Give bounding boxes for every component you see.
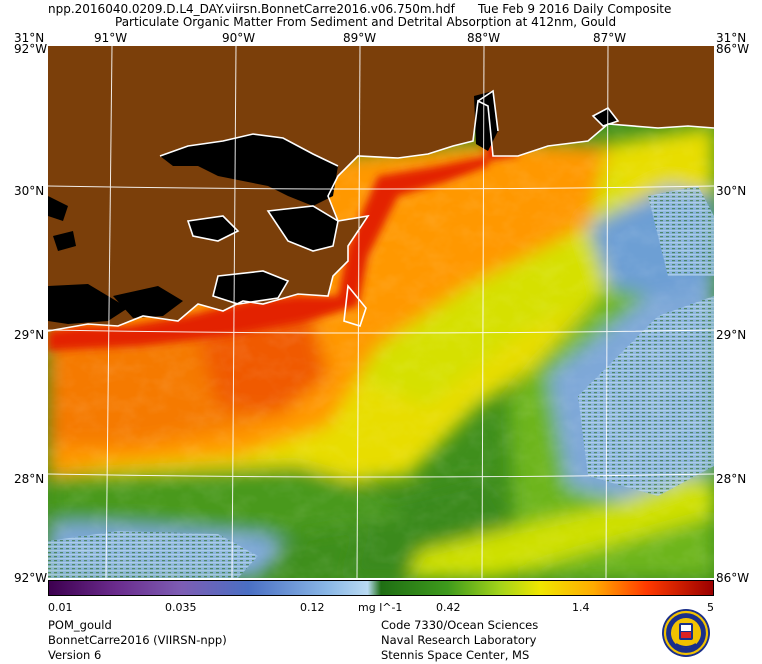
colorbar [48,580,714,596]
date-title: Tue Feb 9 2016 Daily Composite [478,2,672,16]
footer-left-line-1: POM_gould [48,618,112,632]
lat-label-left-30n: 30°N [14,184,45,198]
nrl-seal-icon [662,609,710,657]
lon-label-88w: 88°W [467,31,501,45]
inland-no-data [48,91,618,324]
lat-label-right-28n: 28°N [716,472,747,486]
file-name-title: npp.2016040.0209.D.L4_DAY.viirsn.BonnetC… [48,2,455,16]
corner-bl-lon-label: 92°W [14,571,48,585]
lon-label-87w: 87°W [593,31,627,45]
footer-right-line-2: Naval Research Laboratory [381,633,537,647]
lat-label-left-28n: 28°N [14,472,45,486]
corner-br-lon-label: 86°W [716,571,750,585]
footer-left-line-2: BonnetCarre2016 (VIIRSN-npp) [48,633,227,647]
corner-tl-lat-label: 31°N [14,31,45,45]
product-title: Particulate Organic Matter From Sediment… [115,15,617,29]
satellite-map [48,46,714,578]
lat-label-right-30n: 30°N [716,184,747,198]
coastline [48,89,714,332]
lon-label-90w: 90°W [222,31,256,45]
footer-left-line-3: Version 6 [48,648,102,662]
lat-label-right-29n: 29°N [716,328,747,342]
colorbar-unit: mg l^-1 [358,601,403,614]
lon-label-89w: 89°W [343,31,377,45]
colorbar-tick-2: 0.12 [300,601,325,614]
colorbar-tick-4: 1.4 [572,601,590,614]
footer-right-line-1: Code 7330/Ocean Sciences [381,618,539,632]
colorbar-tick-5: 5 [707,601,714,614]
colorbar-tick-3: 0.42 [436,601,461,614]
colorbar-tick-1: 0.035 [165,601,197,614]
colorbar-tick-0: 0.01 [48,601,73,614]
land-mass [48,46,714,331]
lat-label-left-29n: 29°N [14,328,45,342]
footer-right-line-3: Stennis Space Center, MS [381,648,530,662]
lon-label-91w: 91°W [94,31,128,45]
corner-tr-lat-label: 31°N [716,31,747,45]
corner-tr-lon-label: 86°W [716,42,750,56]
graticule [48,46,714,578]
corner-tl-lon-label: 92°W [14,42,48,56]
